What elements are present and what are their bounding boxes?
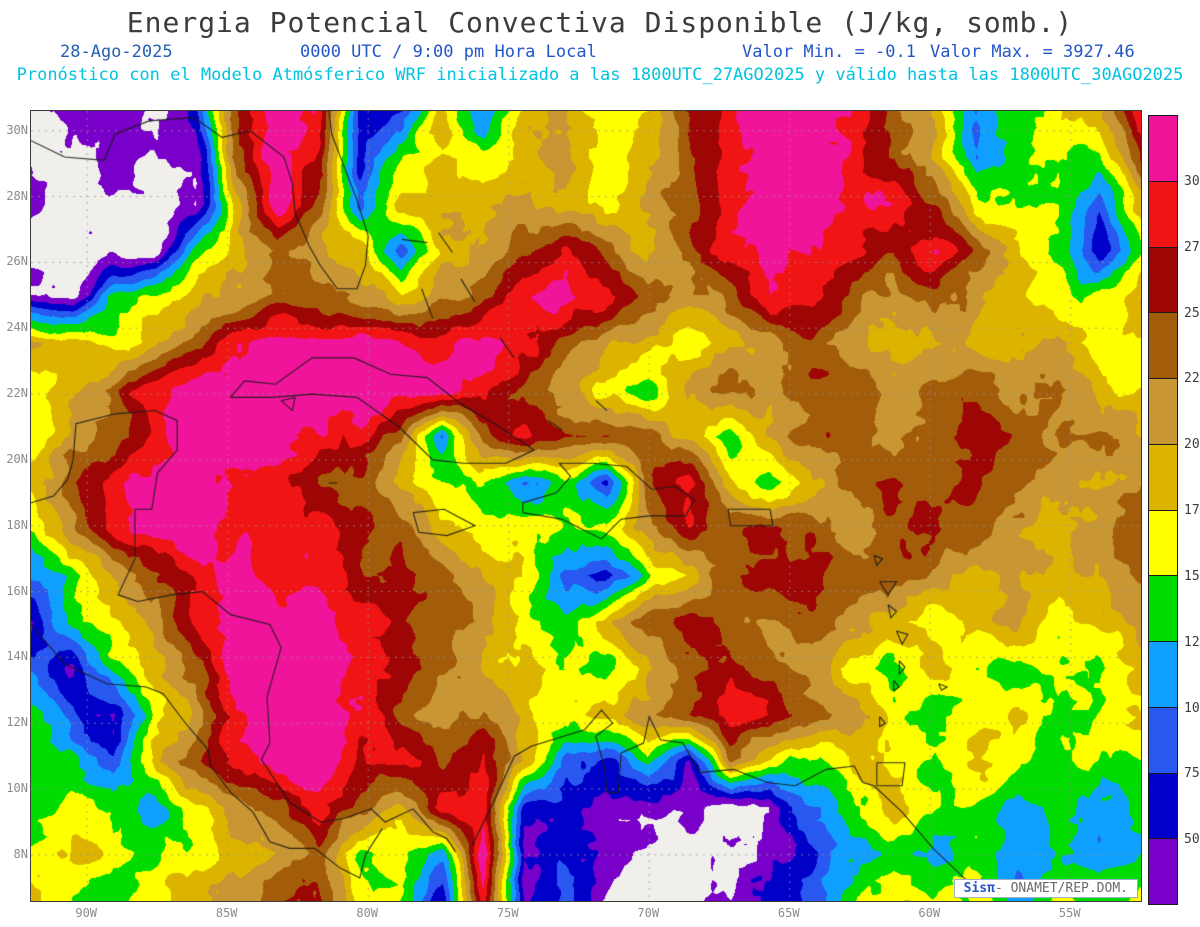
colorbar-tick-label: 1000: [1184, 700, 1200, 716]
cape-field-canvas: [31, 111, 1141, 901]
colorbar-segment: [1149, 313, 1177, 379]
lat-tick-label: 14N: [6, 649, 28, 664]
colorbar: [1148, 115, 1178, 905]
colorbar-segment: [1149, 773, 1177, 840]
colorbar-segment: [1149, 181, 1177, 248]
colorbar-tick-label: 750: [1184, 766, 1200, 782]
lat-tick-label: 20N: [6, 451, 28, 466]
lat-tick-label: 28N: [6, 188, 28, 203]
colorbar-segment: [1149, 839, 1177, 904]
colorbar-segment: [1149, 576, 1177, 642]
colorbar-tick-label: 1750: [1184, 503, 1200, 518]
value-min-label: Valor Min. = -0.1: [742, 42, 916, 62]
colorbar-tick-label: 2750: [1184, 239, 1200, 255]
colorbar-segment: [1149, 379, 1177, 445]
lon-tick-label: 75W: [496, 906, 519, 920]
colorbar-segment: [1149, 116, 1177, 182]
lon-tick-label: 70W: [637, 906, 660, 920]
valid-time-label: 0000 UTC / 9:00 pm Hora Local: [300, 42, 597, 62]
colorbar-segment: [1149, 510, 1177, 577]
colorbar-segment: [1149, 444, 1177, 511]
lat-tick-label: 16N: [6, 583, 28, 598]
lat-tick-label: 12N: [6, 715, 28, 730]
lon-tick-label: 65W: [777, 906, 800, 920]
forecast-note: Pronóstico con el Modelo Atmósferico WRF…: [16, 65, 1184, 85]
watermark-text: - ONAMET/REP.DOM.: [994, 881, 1128, 896]
valid-date-label: 28-Ago-2025: [60, 42, 173, 62]
colorbar-tick-label: 2000: [1184, 437, 1200, 453]
map-frame: Sisπ- ONAMET/REP.DOM.: [30, 110, 1142, 902]
colorbar-tick-label: 1250: [1184, 634, 1200, 650]
watermark-brand: Sisπ: [963, 881, 995, 896]
lon-tick-label: 85W: [215, 906, 238, 920]
colorbar-tick-label: 1500: [1184, 568, 1200, 584]
lon-tick-label: 90W: [75, 906, 98, 920]
lat-tick-label: 24N: [6, 320, 28, 335]
colorbar-tick-label: 3000: [1184, 173, 1200, 189]
lat-tick-label: 8N: [13, 846, 28, 861]
chart-subheader: 28-Ago-2025 0000 UTC / 9:00 pm Hora Loca…: [0, 42, 1200, 64]
lat-tick-label: 30N: [6, 122, 28, 137]
lon-tick-label: 60W: [918, 906, 941, 920]
lon-tick-label: 55W: [1058, 906, 1081, 920]
colorbar-segment: [1149, 642, 1177, 708]
lon-tick-label: 80W: [356, 906, 379, 920]
value-max-label: Valor Max. = 3927.46: [930, 42, 1135, 62]
lat-tick-label: 18N: [6, 517, 28, 532]
colorbar-tick-label: 2250: [1184, 371, 1200, 387]
lat-tick-label: 26N: [6, 254, 28, 269]
lat-tick-label: 10N: [6, 781, 28, 796]
colorbar-segment: [1149, 707, 1177, 774]
colorbar-segment: [1149, 247, 1177, 314]
chart-title: Energia Potencial Convectiva Disponible …: [126, 6, 1074, 39]
colorbar-tick-label: 500: [1184, 832, 1200, 848]
watermark: Sisπ- ONAMET/REP.DOM.: [953, 879, 1138, 898]
lat-tick-label: 22N: [6, 386, 28, 401]
